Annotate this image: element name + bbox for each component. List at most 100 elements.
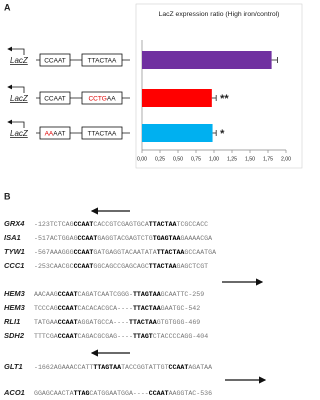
gene-name: GLT1 [4,362,23,371]
error-bar [271,57,278,63]
motif: TTAGTAA [93,364,121,371]
gene-name: HEM3 [4,303,26,312]
significance: * [220,128,225,140]
x-tick-label: 0,75 [191,156,201,162]
motif: TTACTAA [149,263,177,270]
element-label: CCAAT [44,95,66,102]
sequence: TATGAACCAATAGGATGCCA----TTACTAAGTGTGGG-4… [34,319,200,326]
motif: TTAG [74,390,90,397]
element-box [39,91,71,105]
sequence-part: -123TCTCAG [34,221,74,228]
sequence-part: TATGAA [34,319,58,326]
element-label: TTACTAA [88,57,117,64]
sequence-part: TTTCGA [34,333,58,340]
sequence-part: -567AAAGGG [34,249,74,256]
x-tick-label: 0,00 [137,156,147,162]
motif: TGAGTAA [153,235,181,242]
x-tick-label: 1,50 [245,156,255,162]
bar [142,89,212,107]
gene-label: LacZ [10,94,29,103]
panel-label: B [4,191,11,201]
sequence-part: GATGAGGTACAATATA [93,249,156,256]
x-tick-label: 1,00 [209,156,219,162]
element-box [39,53,71,67]
motif: CCAAT [58,333,78,340]
gene-name: RLI1 [4,317,20,326]
motif: TTAGTAA [133,291,161,298]
element-label: TTACTAA [88,130,117,137]
motif: CCAAT [74,263,94,270]
sequence-part: GTGTGGG-469 [157,319,201,326]
gene-name: CCC1 [4,261,24,270]
x-tick-label: 1,75 [263,156,273,162]
sequence-part: AGGATGCCA---- [78,319,129,326]
promoter-arrow [7,46,25,55]
sequence-part: GGAGCAACTA [34,390,74,397]
gene-label: LacZ [10,129,29,138]
sequence-part: GAGGTACGAGTCTG [97,235,152,242]
x-tick-label: 0,50 [173,156,183,162]
error-bar [211,95,217,101]
sequence-part: CAGACGCGAG---- [78,333,133,340]
sequence: TCCCAGCCAATCACACACGCA----TTACTAAGAATGC-5… [34,305,200,312]
motif: TTACTAA [129,319,157,326]
promoter-arrow [7,119,25,128]
element-box [81,91,123,105]
motif: CCAAT [58,291,78,298]
x-tick-label: 2,00 [281,156,291,162]
sequence-part: TCGCCACC [176,221,208,228]
sequence-part: GCAATTC-259 [161,291,205,298]
gene-name: ACO1 [3,388,25,397]
bar [142,124,213,142]
sequence-part: CACCGTCGAGTGCA [93,221,148,228]
motif: CCAAT [169,364,189,371]
gene-name: SDH2 [4,331,25,340]
chart-frame [135,3,303,169]
significance: ** [220,93,229,105]
sequence: AACAAGCCAATCAGATCAATCGGG-TTAGTAAGCAATTC-… [34,291,204,298]
motif: CCAAT [74,221,94,228]
element-part: AAT [53,130,65,137]
sequence-part: -253CAACGC [34,263,74,270]
sequence-part: CTACCCCAGG-404 [153,333,208,340]
gene-name: HEM3 [4,289,26,298]
motif: CCAAT [58,319,78,326]
element-box [39,126,71,140]
chart-title: LacZ expression ratio (High iron/control… [159,11,280,18]
element-label: AAAAT [45,130,66,137]
sequence-part: GCCAATGA [184,249,216,256]
sequence-part: AGATAA [188,364,212,371]
x-tick-label: 1,25 [227,156,237,162]
motif: CCAAT [78,235,98,242]
x-tick-label: 0,25 [155,156,165,162]
sequence: TTTCGACCAATCAGACGCGAG----TTAGTCTACCCCAGG… [34,333,208,340]
element-part: TTACTAA [88,130,117,137]
gene-name: TYW1 [4,247,25,256]
element-label: CCAAT [44,57,66,64]
promoter-arrow [7,84,25,93]
gene-label: LacZ [10,56,29,65]
element-part: CCTG [88,95,106,102]
sequence-part: CATGGAATGGA---- [89,390,148,397]
element-part: CCAAT [44,95,66,102]
element-box [81,53,123,67]
sequence: GGAGCAACTATTAGCATGGAATGGA----CCAATAAGGTA… [34,390,212,397]
figure: A LacZ expression ratio (High iron/contr… [3,2,303,397]
sequence-part: CACACACGCA---- [78,305,133,312]
sequence: -567AAAGGGCCAATGATGAGGTACAATATATTACTAAGC… [34,249,216,256]
sequence-part: TCCCAG [34,305,58,312]
sequence-part: GAATGC-542 [161,305,201,312]
element-part: CCAAT [44,57,66,64]
motif: CCAAT [58,305,78,312]
motif: TTACTAA [149,221,177,228]
gene-name: GRX4 [4,219,25,228]
element-part: AA [107,95,116,102]
sequence: -1662AGAAACCATTTTAGTAATACCGGTATTGTCCAATA… [34,364,212,371]
sequence-part: GAGCTCGT [176,263,208,270]
motif: CCAAT [149,390,169,397]
error-bar [212,130,217,136]
sequence-part: -1662AGAAACCATT [34,364,93,371]
gene-name: ISA1 [4,233,21,242]
sequence-part: GGCAGCCGAGCAGC [93,263,148,270]
element-box [81,126,123,140]
